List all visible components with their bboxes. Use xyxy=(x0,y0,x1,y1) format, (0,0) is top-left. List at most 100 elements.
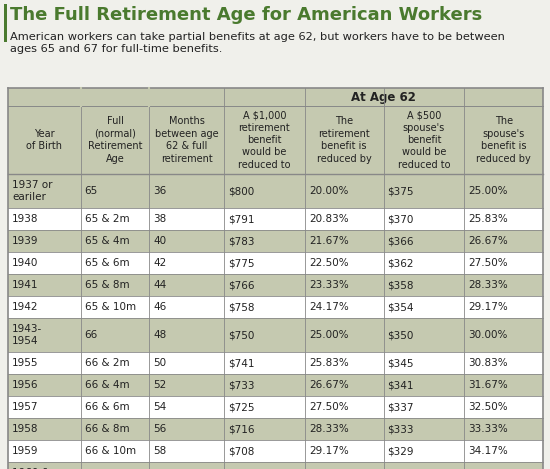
Bar xyxy=(8,274,543,296)
Text: 66 & 10m: 66 & 10m xyxy=(85,446,136,456)
Text: $375: $375 xyxy=(388,186,414,196)
Text: $725: $725 xyxy=(228,402,255,412)
Text: $716: $716 xyxy=(228,424,255,434)
Text: 26.67%: 26.67% xyxy=(309,380,349,390)
Text: 25.83%: 25.83% xyxy=(468,214,508,224)
Text: 21.67%: 21.67% xyxy=(309,236,349,246)
Text: Full
(normal)
Retirement
Age: Full (normal) Retirement Age xyxy=(88,116,142,164)
Text: 58: 58 xyxy=(153,446,167,456)
Text: 1960 &
later: 1960 & later xyxy=(12,468,50,469)
Text: 25.83%: 25.83% xyxy=(309,358,349,368)
Bar xyxy=(8,462,543,469)
Text: $354: $354 xyxy=(388,302,414,312)
Text: 1956: 1956 xyxy=(12,380,39,390)
Text: 31.67%: 31.67% xyxy=(468,380,508,390)
Text: 27.50%: 27.50% xyxy=(468,258,508,268)
Text: 65 & 8m: 65 & 8m xyxy=(85,280,129,290)
Text: 65: 65 xyxy=(85,186,98,196)
Text: Year
of Birth: Year of Birth xyxy=(26,129,62,151)
Text: 30.83%: 30.83% xyxy=(468,358,508,368)
Text: 44: 44 xyxy=(153,280,167,290)
Text: 66 & 8m: 66 & 8m xyxy=(85,424,129,434)
Text: 65 & 10m: 65 & 10m xyxy=(85,302,136,312)
Text: 1955: 1955 xyxy=(12,358,39,368)
Text: 25.00%: 25.00% xyxy=(468,186,508,196)
Text: 20.83%: 20.83% xyxy=(309,214,348,224)
Bar xyxy=(8,296,543,318)
Text: 54: 54 xyxy=(153,402,167,412)
Text: 28.33%: 28.33% xyxy=(468,280,508,290)
Text: 30.00%: 30.00% xyxy=(468,330,508,340)
Text: 24.17%: 24.17% xyxy=(309,302,349,312)
Text: $341: $341 xyxy=(388,380,414,390)
Text: $358: $358 xyxy=(388,280,414,290)
Text: The Full Retirement Age for American Workers: The Full Retirement Age for American Wor… xyxy=(10,6,482,24)
Text: $366: $366 xyxy=(388,236,414,246)
Text: 22.50%: 22.50% xyxy=(309,258,348,268)
Bar xyxy=(8,252,543,274)
Text: 33.33%: 33.33% xyxy=(468,424,508,434)
Text: $337: $337 xyxy=(388,402,414,412)
Bar xyxy=(8,374,543,396)
Text: 1957: 1957 xyxy=(12,402,39,412)
Text: $329: $329 xyxy=(388,446,414,456)
Text: 1938: 1938 xyxy=(12,214,39,224)
Text: $741: $741 xyxy=(228,358,255,368)
Text: 1939: 1939 xyxy=(12,236,39,246)
Bar xyxy=(8,88,543,469)
Text: 1940: 1940 xyxy=(12,258,39,268)
Bar xyxy=(8,418,543,440)
Text: $362: $362 xyxy=(388,258,414,268)
Text: $350: $350 xyxy=(388,330,414,340)
Bar xyxy=(8,174,543,208)
Text: 65 & 4m: 65 & 4m xyxy=(85,236,129,246)
Text: 65 & 2m: 65 & 2m xyxy=(85,214,129,224)
Text: 66 & 6m: 66 & 6m xyxy=(85,402,129,412)
Text: $733: $733 xyxy=(228,380,255,390)
Text: 26.67%: 26.67% xyxy=(468,236,508,246)
Text: 66 & 4m: 66 & 4m xyxy=(85,380,129,390)
Text: 32.50%: 32.50% xyxy=(468,402,508,412)
Text: 38: 38 xyxy=(153,214,167,224)
Text: $333: $333 xyxy=(388,424,414,434)
Text: 66 & 2m: 66 & 2m xyxy=(85,358,129,368)
Text: 52: 52 xyxy=(153,380,167,390)
Text: $791: $791 xyxy=(228,214,255,224)
Text: 25.00%: 25.00% xyxy=(309,330,348,340)
Text: $758: $758 xyxy=(228,302,255,312)
Bar xyxy=(8,396,543,418)
Bar xyxy=(8,440,543,462)
Text: 29.17%: 29.17% xyxy=(309,446,349,456)
Text: 28.33%: 28.33% xyxy=(309,424,349,434)
Text: 29.17%: 29.17% xyxy=(468,302,508,312)
Bar xyxy=(8,208,543,230)
Text: $766: $766 xyxy=(228,280,255,290)
Text: A $1,000
retirement
benefit
would be
reduced to: A $1,000 retirement benefit would be red… xyxy=(238,110,290,170)
Text: The
spouse's
benefit is
reduced by: The spouse's benefit is reduced by xyxy=(476,116,531,164)
Text: The
retirement
benefit is
reduced by: The retirement benefit is reduced by xyxy=(317,116,371,164)
Text: American workers can take partial benefits at age 62, but workers have to be bet: American workers can take partial benefi… xyxy=(10,32,505,54)
Bar xyxy=(8,106,543,174)
Text: 27.50%: 27.50% xyxy=(309,402,348,412)
Text: 1942: 1942 xyxy=(12,302,39,312)
Text: 1958: 1958 xyxy=(12,424,39,434)
Text: 48: 48 xyxy=(153,330,167,340)
Text: 1959: 1959 xyxy=(12,446,39,456)
Text: 20.00%: 20.00% xyxy=(309,186,348,196)
Text: $800: $800 xyxy=(228,186,254,196)
Text: $370: $370 xyxy=(388,214,414,224)
Text: $750: $750 xyxy=(228,330,255,340)
Text: A $500
spouse's
benefit
would be
reduced to: A $500 spouse's benefit would be reduced… xyxy=(398,110,450,170)
Text: $345: $345 xyxy=(388,358,414,368)
Text: 1943-
1954: 1943- 1954 xyxy=(12,324,42,346)
Text: 66: 66 xyxy=(85,330,98,340)
Bar xyxy=(8,352,543,374)
Text: 23.33%: 23.33% xyxy=(309,280,349,290)
Bar xyxy=(8,230,543,252)
Text: 65 & 6m: 65 & 6m xyxy=(85,258,129,268)
Text: 34.17%: 34.17% xyxy=(468,446,508,456)
Text: 42: 42 xyxy=(153,258,167,268)
Text: 40: 40 xyxy=(153,236,167,246)
Text: $783: $783 xyxy=(228,236,255,246)
Bar xyxy=(8,88,543,106)
